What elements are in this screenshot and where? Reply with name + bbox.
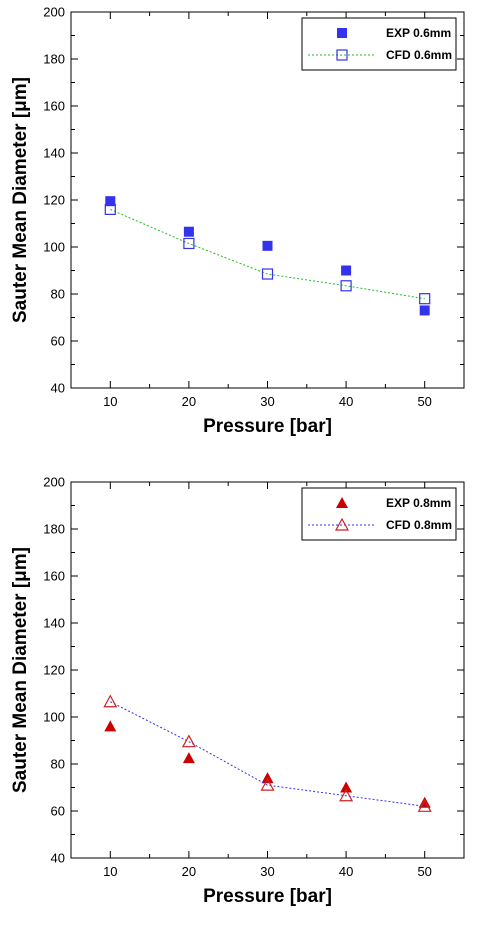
data-point: [339, 788, 354, 802]
data-point: [183, 226, 194, 237]
series-0: [105, 196, 430, 316]
y-tick-label: 100: [43, 240, 65, 255]
data-point: [261, 772, 274, 784]
y-tick-label: 120: [43, 663, 65, 678]
y-tick-label: 180: [43, 522, 65, 537]
y-tick-label: 140: [43, 146, 65, 161]
y-tick-label: 140: [43, 616, 65, 631]
y-tick-label: 120: [43, 193, 65, 208]
data-point: [105, 196, 116, 207]
data-point: [262, 240, 273, 251]
y-tick-label: 160: [43, 99, 65, 114]
data-point: [103, 694, 118, 708]
y-axis-title: Sauter Mean Diameter [μm]: [10, 77, 31, 323]
series-1: [104, 203, 431, 305]
x-tick-label: 30: [260, 864, 274, 879]
x-tick-label: 20: [182, 864, 196, 879]
y-tick-label: 80: [51, 757, 65, 772]
legend: EXP 0.8mm CFD 0.8mm: [301, 487, 457, 541]
y-axis-title: Sauter Mean Diameter [μm]: [10, 547, 31, 793]
y-tick-label: 100: [43, 710, 65, 725]
data-point: [340, 781, 353, 793]
legend-box: [301, 487, 457, 541]
data-point: [260, 777, 275, 791]
legend: EXP 0.6mm CFD 0.6mm: [301, 17, 457, 71]
chart-bottom-svg: 10 20 30 40 50 40 60 80 100 120 140 160 180 200 Pressu…: [10, 475, 465, 907]
y-tick-label: 60: [51, 804, 65, 819]
series-line: [110, 701, 425, 807]
legend-box: [301, 17, 457, 71]
data-point: [419, 305, 430, 316]
y-tick-label: 40: [51, 851, 65, 866]
y-tick-label: 180: [43, 52, 65, 67]
data-point: [183, 237, 195, 250]
legend-label: EXP 0.8mm: [386, 496, 451, 510]
x-tick-label: 20: [182, 394, 196, 409]
y-tick-label: 200: [43, 5, 65, 20]
y-tick-label: 80: [51, 287, 65, 302]
data-point: [104, 203, 116, 215]
x-tick-label: 50: [417, 864, 431, 879]
series-line: [110, 208, 425, 300]
x-axis-title: Pressure [bar]: [203, 416, 332, 437]
legend-label: CFD 0.6mm: [386, 48, 452, 62]
data-point: [104, 720, 117, 732]
series-1: [103, 694, 432, 812]
x-tick-label: 50: [417, 394, 431, 409]
y-tick-label: 160: [43, 569, 65, 584]
data-point: [341, 265, 352, 276]
data-point: [182, 752, 195, 764]
y-tick-label: 200: [43, 475, 65, 490]
x-tick-label: 40: [339, 864, 353, 879]
data-point: [417, 799, 432, 812]
y-tick-label: 40: [51, 381, 65, 396]
data-point: [419, 293, 431, 305]
legend-marker: [334, 517, 350, 531]
chart-top: 10 20 30 40 50 40 60 80 100 120 140 160 180 200 Pressu…: [0, 0, 479, 455]
legend-marker: [337, 28, 347, 38]
data-point: [181, 734, 196, 748]
x-tick-label: 30: [260, 394, 274, 409]
series-0: [104, 720, 431, 808]
x-tick-label: 40: [339, 394, 353, 409]
legend-marker: [336, 497, 348, 508]
x-tick-label: 10: [103, 864, 117, 879]
data-point: [340, 280, 352, 292]
chart-bottom: 10 20 30 40 50 40 60 80 100 120 140 160 180 200 Pressu…: [0, 470, 479, 925]
x-axis-title: Pressure [bar]: [203, 886, 332, 907]
legend-label: CFD 0.8mm: [386, 518, 452, 532]
legend-marker: [336, 49, 348, 61]
x-tick-label: 10: [103, 394, 117, 409]
chart-top-svg: 10 20 30 40 50 40 60 80 100 120 140 160 180 200 Pressu…: [10, 5, 465, 437]
legend-label: EXP 0.6mm: [386, 26, 451, 40]
y-tick-label: 60: [51, 334, 65, 349]
data-point: [261, 268, 274, 280]
